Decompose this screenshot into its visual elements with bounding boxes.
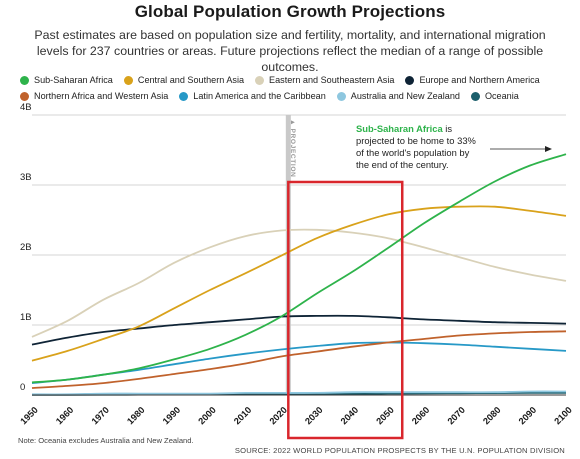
legend-row: Sub-Saharan Africa Central and Southern A… (20, 72, 580, 88)
series-line-sub-saharan-africa (31, 153, 567, 384)
legend-swatch (255, 75, 265, 85)
y-tick-label-2: 2B (20, 242, 32, 253)
annotation-line-3: the end of the century. (356, 159, 449, 170)
annotation-line-0: Sub-Saharan Africa is (356, 123, 452, 134)
annotation-line-2: of the world's population by (356, 147, 470, 158)
legend-swatch (405, 75, 415, 85)
legend-label: Europe and Northern America (419, 75, 540, 85)
y-tick-label-3: 3B (20, 172, 32, 183)
legend-label: Latin America and the Caribbean (193, 91, 326, 101)
source-credit: SOURCE: 2022 WORLD POPULATION PROSPECTS … (234, 446, 565, 455)
x-tick-label-2060: 2060 (410, 405, 432, 427)
legend-swatch (123, 75, 133, 85)
x-tick-label-2080: 2080 (481, 405, 503, 427)
annotation-text-0: is (443, 123, 453, 134)
projection-label: ▲ PROJECTION (289, 119, 296, 177)
x-tick-label-2090: 2090 (517, 405, 539, 427)
y-tick-label-0: 0 (20, 382, 25, 393)
legend-item: Oceania (470, 91, 519, 101)
series-line-europe-and-northern-america (31, 314, 567, 346)
chart-title: Global Population Growth Projections (134, 2, 446, 21)
x-tick-label-1970: 1970 (90, 405, 112, 427)
legend-item: Sub-Saharan Africa (20, 75, 113, 85)
legend-label: Oceania (484, 91, 519, 101)
x-tick-label-1960: 1960 (54, 405, 76, 427)
x-tick-label-2100: 2100 (552, 405, 574, 427)
y-tick-label-4: 4B (20, 102, 32, 113)
chart-subtitle: Past estimates are based on population s… (34, 28, 546, 74)
legend-item: Europe and Northern America (405, 75, 540, 85)
legend-row: Northern Africa and Western Asia Latin Am… (20, 88, 580, 104)
footnote: Note: Oceania excludes Australia and New… (18, 436, 194, 445)
legend-swatch (470, 91, 480, 101)
x-tick-label-1980: 1980 (125, 405, 147, 427)
legend-swatch (336, 91, 346, 101)
x-tick-label-2050: 2050 (374, 405, 396, 427)
x-tick-label-2000: 2000 (196, 405, 218, 427)
legend-swatch (179, 91, 189, 101)
legend-label: Northern Africa and Western Asia (34, 91, 169, 101)
legend-item: Latin America and the Caribbean (179, 91, 326, 101)
series-line-australia-and-new-zealand (31, 390, 567, 396)
x-tick-label-2010: 2010 (232, 405, 254, 427)
legend-label: Australia and New Zealand (350, 91, 460, 101)
series-line-latin-america-and-the-caribbean (31, 341, 567, 384)
highlight-box (287, 180, 404, 440)
legend-item: Central and Southern Asia (123, 75, 245, 85)
x-tick-label-2070: 2070 (446, 405, 468, 427)
series-line-northern-africa-and-western-asia (31, 330, 567, 389)
legend: Sub-Saharan Africa Central and Southern A… (20, 72, 580, 104)
legend-swatch (20, 75, 29, 85)
legend-item: Australia and New Zealand (336, 91, 460, 101)
series-line-eastern-and-southeastern-asia (31, 228, 567, 338)
x-tick-label-2020: 2020 (268, 405, 290, 427)
annotation-highlight: Sub-Saharan Africa (356, 123, 443, 134)
legend-item: Northern Africa and Western Asia (20, 91, 168, 101)
legend-label: Eastern and Southeastern Asia (269, 75, 395, 85)
legend-label: Central and Southern Asia (137, 75, 245, 85)
annotation-line-1: projected to be home to 33% (356, 135, 476, 146)
x-tick-label-2030: 2030 (303, 405, 325, 427)
y-tick-label-1: 1B (20, 312, 32, 323)
legend-item: Eastern and Southeastern Asia (255, 75, 394, 85)
annotation-arrow-head (545, 146, 552, 152)
x-tick-label-1990: 1990 (161, 405, 183, 427)
series-line-central-and-southern-asia (31, 205, 567, 362)
x-tick-label-1950: 1950 (18, 405, 40, 427)
legend-swatch (20, 91, 29, 101)
legend-label: Sub-Saharan Africa (34, 75, 113, 85)
x-tick-label-2040: 2040 (339, 405, 361, 427)
